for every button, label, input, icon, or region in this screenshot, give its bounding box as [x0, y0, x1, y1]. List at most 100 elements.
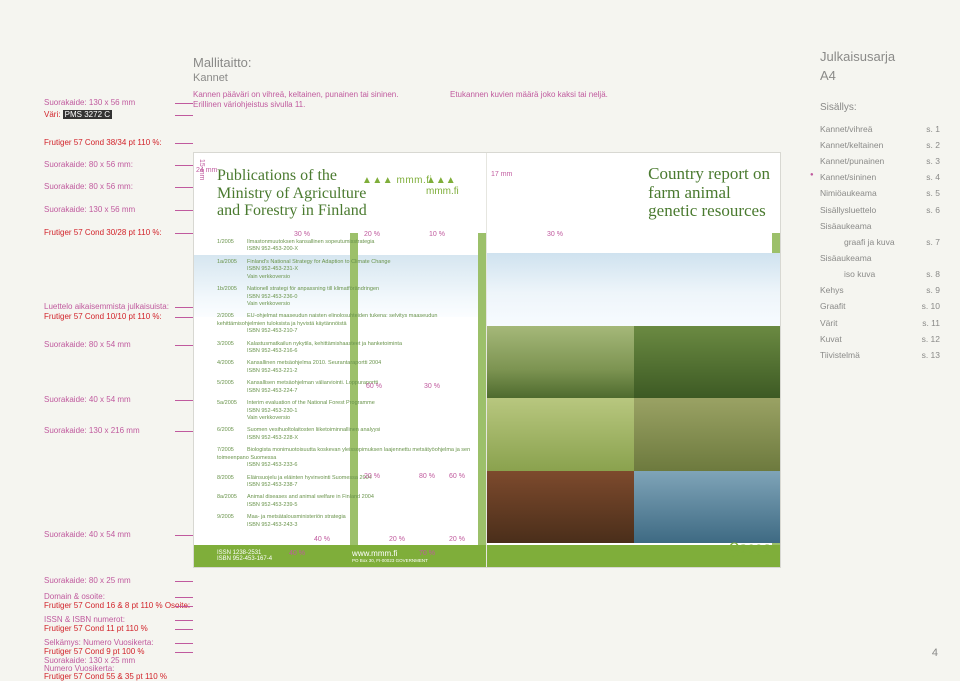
pc-30c: 30 % — [424, 383, 440, 390]
toc-label: Nimiöaukeama — [820, 185, 877, 201]
toc-label: Kuvat — [820, 331, 842, 347]
spec-label: Frutiger 57 Cond 30/28 pt 110 %: — [44, 228, 162, 237]
mm-15: 15 mm — [198, 159, 205, 180]
front-title-2: farm animal — [648, 184, 770, 203]
footer-isbn-block: ISSN 1238-2531 ISBN 952-453-167-4 — [217, 550, 272, 562]
pub-title: Finland's National Strategy for Adaption… — [247, 259, 391, 265]
leader-line — [175, 103, 193, 104]
header-note-2: Etukannen kuvien määrä joko kaksi tai ne… — [450, 90, 608, 99]
photo-field-1 — [487, 326, 634, 399]
publication-item: 4/2005Kansallinen metsäohjelma 2010. Seu… — [217, 360, 478, 375]
leader-line — [175, 210, 193, 211]
toc-row: Graafit s. 10 — [820, 298, 940, 314]
leader-line — [175, 400, 193, 401]
leader-line — [175, 345, 193, 346]
toc-row: Nimiöaukeama s. 5 — [820, 185, 940, 201]
mm-17: 17 mm — [491, 171, 512, 178]
pc-g20b: 20 % — [449, 536, 465, 543]
toc-row: Tiivistelmäs. 13 — [820, 347, 940, 363]
toc-page: s. 4 — [926, 169, 940, 185]
mmm-logo-1: ▲▲▲ mmm.fi — [362, 175, 432, 186]
footer-isbn: ISBN 952-453-167-4 — [217, 556, 272, 562]
leader-line — [175, 597, 193, 598]
toc-page: s. 11 — [922, 315, 940, 331]
pub-line-2: Ministry of Agriculture — [217, 185, 366, 202]
spec-label: Väri: PMS 3272 C — [44, 110, 112, 119]
pub-code: 2/2005 — [217, 313, 247, 320]
pub-line-1: Publications of the — [217, 167, 337, 184]
publisher-title: Publications of the Ministry of Agricult… — [217, 167, 367, 220]
front-title-block: Country report on farm animal genetic re… — [648, 165, 770, 221]
leader-line — [175, 581, 193, 582]
pub-line-3: and Forestry in Finland — [217, 202, 367, 219]
issue-number: 9 — [729, 537, 740, 562]
publication-item: 8/2005Eläinsuojelu ja eläinten hyvinvoin… — [217, 475, 478, 490]
leader-line — [175, 165, 193, 166]
toc-label: Kannet/punainen — [820, 153, 884, 169]
pc-10: 10 % — [429, 231, 445, 238]
pub-isbn: ISBN 952-453-233-6 — [217, 462, 478, 469]
mmm-logo-2: ▲▲▲ mmm.fi — [426, 175, 486, 197]
header-note-1: Kannen pääväri on vihreä, keltainen, pun… — [193, 90, 398, 111]
pc-30: 30 % — [294, 231, 310, 238]
photo-snow — [487, 253, 780, 326]
toc-page: s. 10 — [922, 298, 940, 314]
spec-label: Suorakaide: 130 x 56 mm — [44, 205, 135, 214]
page-number: 4 — [932, 647, 938, 659]
spec-label: Frutiger 57 Cond 9 pt 100 % — [44, 647, 145, 656]
photo-trees — [634, 326, 781, 399]
toc-page: s. 1 — [926, 121, 940, 137]
pc-b60: 60 % — [449, 473, 465, 480]
footer-url: www.mmm.fi — [352, 549, 428, 558]
pub-isbn: ISBN 952-453-236-0 — [217, 294, 478, 301]
toc-row: Sisäaukeama — [820, 250, 940, 266]
toc-page: s. 5 — [926, 185, 940, 201]
pub-code: 8/2005 — [217, 475, 247, 482]
contents-label: Sisällys: — [820, 102, 940, 113]
pc-60: 60 % — [366, 383, 382, 390]
pc-g20: 20 % — [389, 536, 405, 543]
toc-page: s. 7 — [926, 234, 940, 250]
spec-label: Frutiger 57 Cond 16 & 8 pt 110 % Osoite: — [44, 601, 190, 610]
spec-label: Suorakaide: 130 x 56 mm — [44, 98, 135, 107]
pub-isbn: ISBN 952-453-243-3 — [217, 522, 478, 529]
toc-label: Sisäaukeama — [820, 218, 872, 234]
front-photo-grid — [487, 253, 780, 543]
pub-title: Interim evaluation of the National Fores… — [247, 400, 375, 406]
footer-addr: PO Box 30, FI-00023 GOVERNMENT — [352, 558, 428, 563]
spec-label: Frutiger 57 Cond 10/10 pt 110 %: — [44, 312, 162, 321]
pub-code: 4/2005 — [217, 360, 247, 367]
footer-url-block: www.mmm.fi PO Box 30, FI-00023 GOVERNMEN… — [352, 549, 428, 563]
toc-label: Sisäaukeama — [820, 250, 872, 266]
pub-title: Ilmastonmuutoksen kansallinen sopeutumis… — [247, 239, 375, 245]
toc-page: s. 12 — [922, 331, 940, 347]
pc-b20: 20 % — [364, 473, 380, 480]
toc-page: s. 9 — [926, 282, 940, 298]
toc-row: Kannet/vihreäs. 1 — [820, 121, 940, 137]
leader-line — [175, 143, 193, 144]
leader-line — [175, 652, 193, 653]
pub-code: 3/2005 — [217, 341, 247, 348]
pub-extra: Vain verkkoversio — [217, 301, 478, 308]
toc-page: s. 13 — [922, 347, 940, 363]
leader-line — [175, 233, 193, 234]
table-of-contents: Kannet/vihreäs. 1Kannet/keltainens. 2Kan… — [820, 121, 940, 363]
spec-label: Suorakaide: 40 x 54 mm — [44, 395, 131, 404]
photo-field-2 — [487, 398, 634, 471]
toc-row: Kehys s. 9 — [820, 282, 940, 298]
leader-line — [175, 307, 193, 308]
pub-extra: Vain verkkoversio — [217, 415, 478, 422]
leader-line — [175, 317, 193, 318]
pub-isbn: ISBN 952-453-200-X — [217, 246, 478, 253]
spec-label: Suorakaide: 80 x 56 mm: — [44, 182, 133, 191]
toc-label: Graafit — [820, 298, 846, 314]
publication-item: 1a/2005Finland's National Strategy for A… — [217, 259, 478, 281]
toc-label: Kehys — [820, 282, 844, 298]
toc-label: Värit — [820, 315, 837, 331]
pub-code: 5a/2005 — [217, 400, 247, 407]
pub-isbn: ISBN 952-453-228-X — [217, 435, 478, 442]
spec-label: Suorakaide: 80 x 25 mm — [44, 576, 131, 585]
pc-30b: 30 % — [547, 231, 563, 238]
pub-title: Kansallisen metsäohjelman väliarviointi.… — [247, 380, 378, 386]
toc-page: s. 8 — [926, 266, 940, 282]
